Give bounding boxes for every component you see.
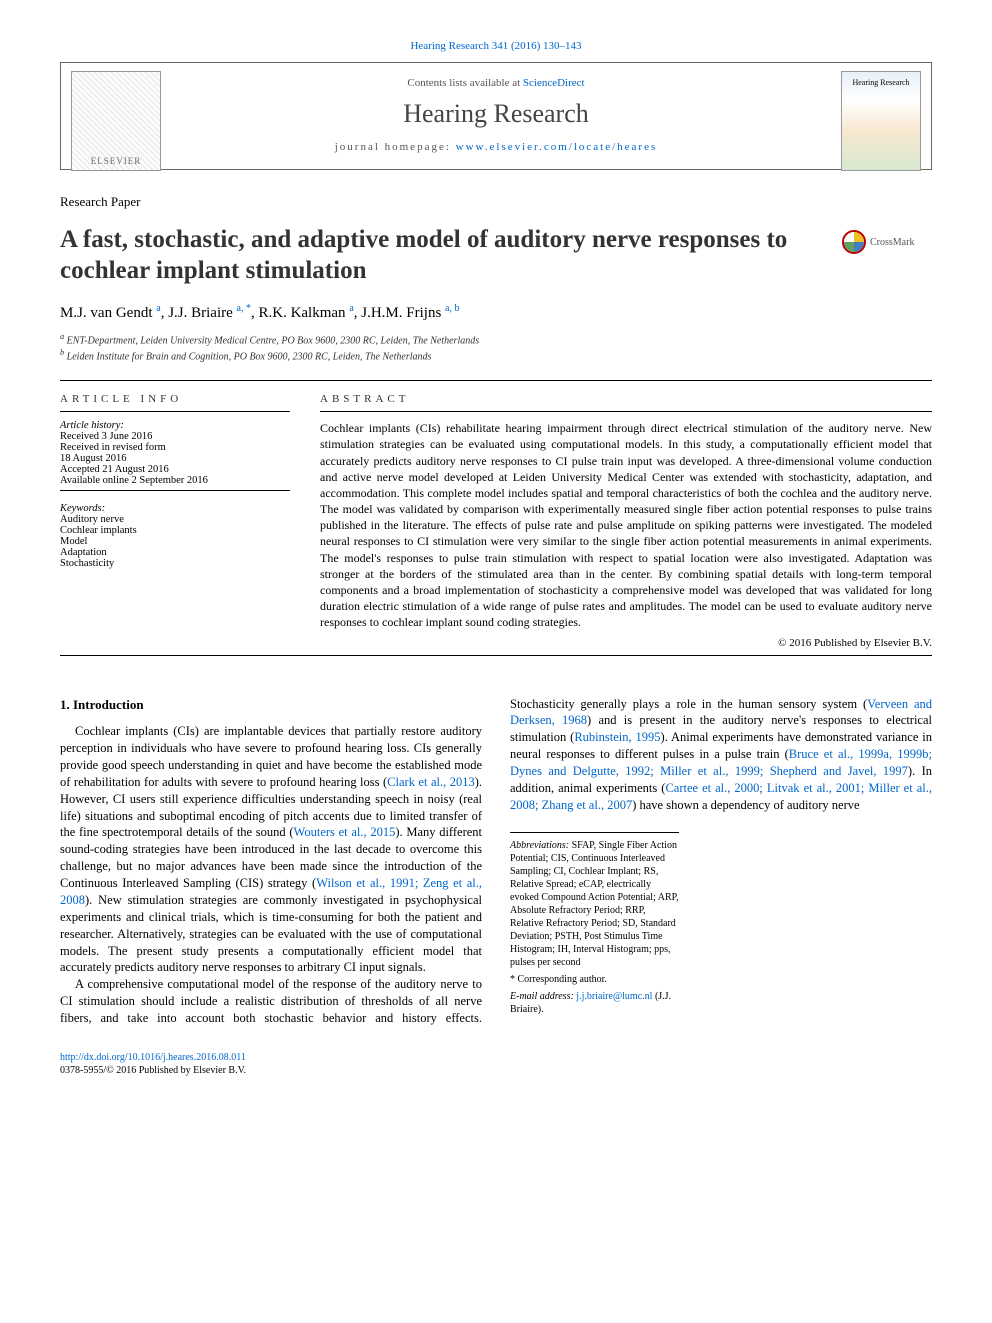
history-accepted: Accepted 21 August 2016 xyxy=(60,464,290,475)
elsevier-logo: ELSEVIER xyxy=(71,71,161,171)
citation-link[interactable]: Rubinstein, 1995 xyxy=(574,730,660,744)
affiliations: a ENT-Department, Leiden University Medi… xyxy=(60,332,932,363)
keyword: Cochlear implants xyxy=(60,525,290,536)
history-received: Received 3 June 2016 xyxy=(60,431,290,442)
homepage-prefix: journal homepage: xyxy=(335,141,456,153)
authors-line: M.J. van Gendt a, J.J. Briaire a, *, R.K… xyxy=(60,303,932,322)
contents-line: Contents lists available at ScienceDirec… xyxy=(181,77,811,89)
issn-copyright: 0378-5955/© 2016 Published by Elsevier B… xyxy=(60,1065,246,1076)
abbreviations-text: SFAP, Single Fiber Action Potential; CIS… xyxy=(510,840,679,968)
paper-type: Research Paper xyxy=(60,194,932,210)
crossmark-label: CrossMark xyxy=(870,237,914,248)
journal-name: Hearing Research xyxy=(181,99,811,129)
journal-cover-label: Hearing Research xyxy=(852,78,909,87)
divider xyxy=(60,380,932,381)
abbreviations-footnote: Abbreviations: SFAP, Single Fiber Action… xyxy=(510,839,679,969)
corresponding-author-footnote: * Corresponding author. xyxy=(510,973,679,986)
homepage-line: journal homepage: www.elsevier.com/locat… xyxy=(181,141,811,153)
keyword: Model xyxy=(60,536,290,547)
journal-header-box: ELSEVIER Hearing Research Contents lists… xyxy=(60,62,932,170)
abbreviations-label: Abbreviations: xyxy=(510,840,569,851)
affiliation-a: a ENT-Department, Leiden University Medi… xyxy=(60,332,932,346)
email-label: E-mail address: xyxy=(510,991,576,1002)
journal-cover-thumbnail: Hearing Research xyxy=(841,71,921,171)
doi-link[interactable]: http://dx.doi.org/10.1016/j.heares.2016.… xyxy=(60,1052,246,1063)
affiliation-b-text: Leiden Institute for Brain and Cognition… xyxy=(67,351,432,362)
elsevier-logo-text: ELSEVIER xyxy=(91,156,142,166)
history-online: Available online 2 September 2016 xyxy=(60,475,290,486)
footnotes: Abbreviations: SFAP, Single Fiber Action… xyxy=(510,832,679,1016)
crossmark-icon xyxy=(842,230,866,254)
email-link[interactable]: j.j.briaire@lumc.nl xyxy=(576,991,652,1002)
divider xyxy=(60,655,932,656)
citation-link[interactable]: Wouters et al., 2015 xyxy=(294,825,396,839)
history-revised-date: 18 August 2016 xyxy=(60,453,290,464)
abstract-text: Cochlear implants (CIs) rehabilitate hea… xyxy=(320,420,932,630)
email-footnote: E-mail address: j.j.briaire@lumc.nl (J.J… xyxy=(510,990,679,1016)
running-header-link[interactable]: Hearing Research 341 (2016) 130–143 xyxy=(410,40,581,52)
history-revised-label: Received in revised form xyxy=(60,442,290,453)
abstract-copyright: © 2016 Published by Elsevier B.V. xyxy=(320,637,932,649)
history-label: Article history: xyxy=(60,420,290,431)
homepage-link[interactable]: www.elsevier.com/locate/heares xyxy=(456,141,658,153)
keyword: Auditory nerve xyxy=(60,514,290,525)
body-text: ) have shown a dependency of auditory ne… xyxy=(632,798,859,812)
body-text: ). New stimulation strategies are common… xyxy=(60,893,482,975)
keyword: Stochasticity xyxy=(60,558,290,569)
contents-prefix: Contents lists available at xyxy=(407,77,522,89)
sciencedirect-link[interactable]: ScienceDirect xyxy=(523,77,585,89)
running-header: Hearing Research 341 (2016) 130–143 xyxy=(60,40,932,52)
citation-link[interactable]: Clark et al., 2013 xyxy=(387,775,475,789)
affiliation-b: b Leiden Institute for Brain and Cogniti… xyxy=(60,348,932,362)
article-info-heading: ARTICLE INFO xyxy=(60,393,290,405)
section-heading-introduction: 1. Introduction xyxy=(60,696,482,714)
keyword: Adaptation xyxy=(60,547,290,558)
doi-block: http://dx.doi.org/10.1016/j.heares.2016.… xyxy=(60,1051,932,1077)
affiliation-a-text: ENT-Department, Leiden University Medica… xyxy=(67,335,479,346)
article-title: A fast, stochastic, and adaptive model o… xyxy=(60,224,842,287)
body-paragraph: Cochlear implants (CIs) are implantable … xyxy=(60,723,482,976)
abstract-panel: ABSTRACT Cochlear implants (CIs) rehabil… xyxy=(320,393,932,648)
abstract-heading: ABSTRACT xyxy=(320,393,932,405)
crossmark-badge[interactable]: CrossMark xyxy=(842,230,932,254)
article-info-panel: ARTICLE INFO Article history: Received 3… xyxy=(60,393,290,648)
keywords-label: Keywords: xyxy=(60,503,290,514)
body-columns: 1. Introduction Cochlear implants (CIs) … xyxy=(60,696,932,1027)
